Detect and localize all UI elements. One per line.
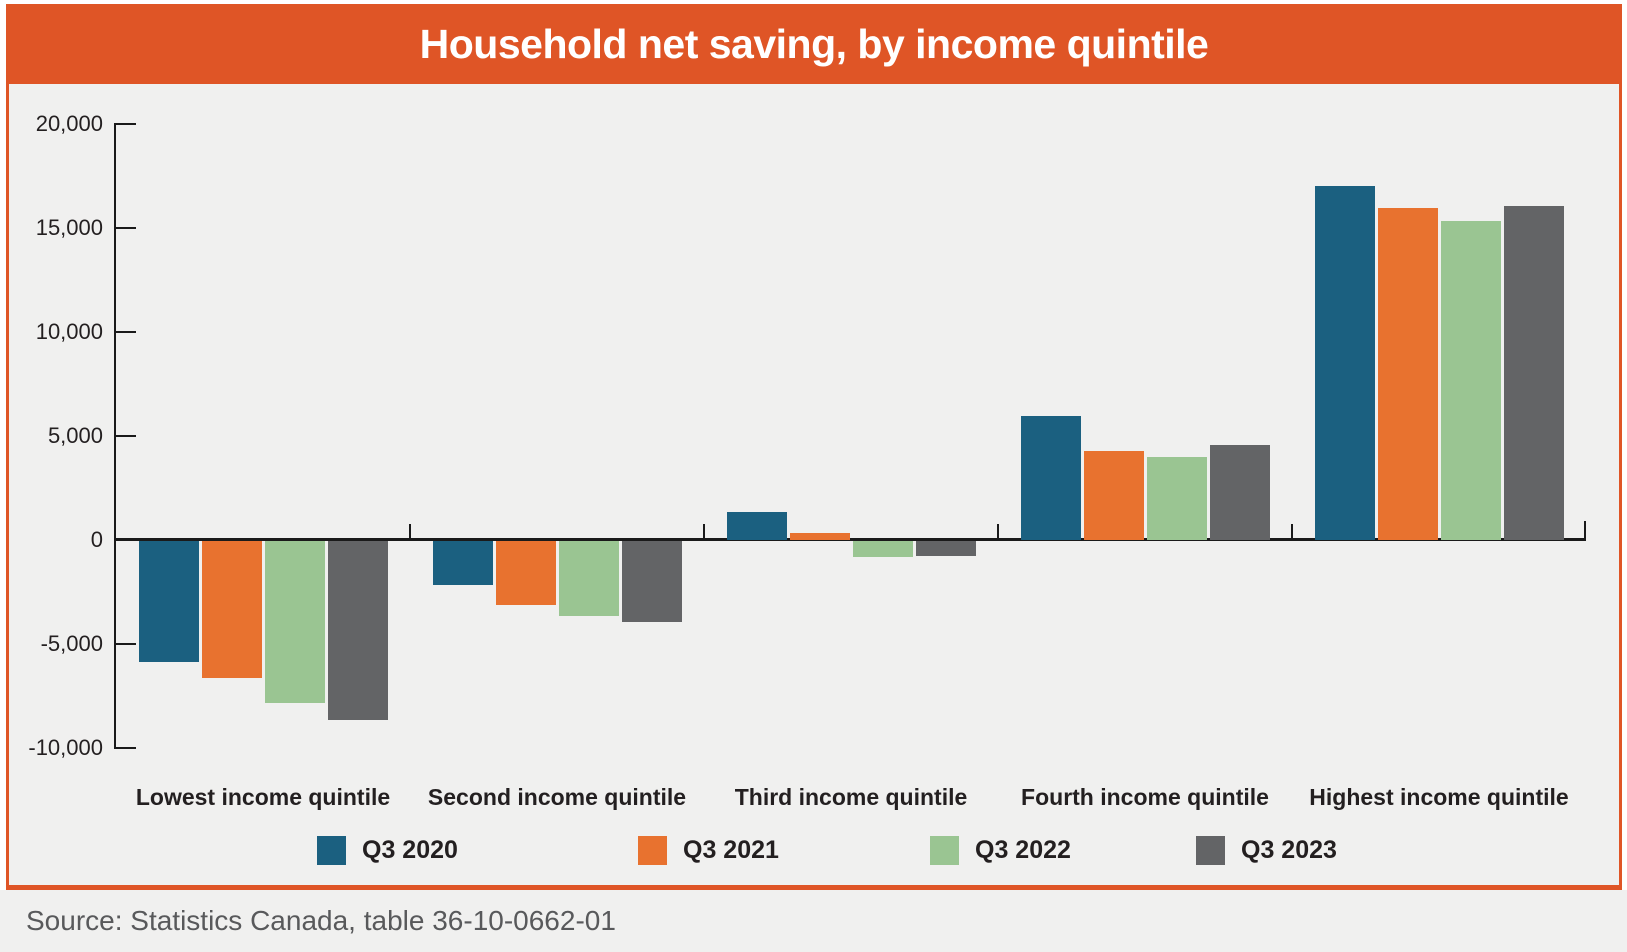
legend-label: Q3 2023 bbox=[1241, 836, 1337, 864]
legend-swatch-q3-2021 bbox=[638, 836, 667, 865]
bar-q3-2021 bbox=[1083, 450, 1144, 540]
bar-q3-2020 bbox=[726, 511, 787, 540]
bar-q3-2021 bbox=[495, 541, 556, 606]
y-axis-label: -5,000 bbox=[40, 631, 103, 656]
y-axis-tick bbox=[114, 227, 136, 229]
category-label: Third income quintile bbox=[734, 784, 968, 810]
bar-q3-2020 bbox=[1314, 186, 1375, 540]
group-divider-tick bbox=[1291, 524, 1293, 539]
category-label: Fourth income quintile bbox=[1021, 784, 1269, 810]
y-axis-label: -10,000 bbox=[28, 735, 103, 760]
bar-q3-2020 bbox=[432, 541, 493, 585]
plot-area: 20,000 15,000 10,000 5,000 0 -5,000 -10,000 Low… bbox=[28, 111, 1586, 865]
source-bar: Source: Statistics Canada, table 36-10-0… bbox=[0, 890, 1627, 952]
x-axis-baseline bbox=[114, 538, 1586, 541]
category-label: Second income quintile bbox=[427, 784, 687, 810]
y-axis-tick bbox=[114, 331, 136, 333]
y-axis-tick bbox=[114, 435, 136, 437]
legend-label: Q3 2020 bbox=[362, 836, 458, 864]
legend-swatch-q3-2022 bbox=[930, 836, 959, 865]
legend-label: Q3 2022 bbox=[975, 836, 1071, 864]
legend-swatch-q3-2023 bbox=[1196, 836, 1225, 865]
bar-q3-2023 bbox=[621, 541, 682, 623]
group-divider-tick bbox=[997, 524, 999, 539]
y-axis-label: 0 bbox=[90, 527, 103, 552]
bar-q3-2023 bbox=[915, 541, 976, 556]
y-axis-tick bbox=[114, 123, 136, 125]
group-divider-tick bbox=[703, 524, 705, 539]
bar-q3-2023 bbox=[1209, 445, 1270, 540]
y-axis-tick bbox=[114, 747, 136, 749]
source-text: Source: Statistics Canada, table 36-10-0… bbox=[26, 905, 616, 936]
bar-q3-2022 bbox=[264, 541, 325, 704]
y-axis-label: 5,000 bbox=[47, 423, 103, 448]
bar-q3-2020 bbox=[1020, 416, 1081, 540]
chart-title: Household net saving, by income quintile bbox=[419, 20, 1209, 67]
bar-q3-2023 bbox=[1503, 206, 1564, 540]
axis-end-tick bbox=[1584, 521, 1586, 539]
bar-q3-2023 bbox=[327, 541, 388, 720]
bar-q3-2021 bbox=[1377, 208, 1438, 540]
y-axis-label: 15,000 bbox=[35, 215, 103, 240]
y-axis-label: 10,000 bbox=[35, 319, 103, 344]
legend-label: Q3 2021 bbox=[683, 836, 779, 864]
bar-q3-2022 bbox=[558, 541, 619, 616]
bar-q3-2021 bbox=[201, 541, 262, 679]
bar-q3-2022 bbox=[852, 541, 913, 557]
title-banner: Household net saving, by income quintile bbox=[6, 4, 1622, 84]
category-label: Lowest income quintile bbox=[135, 784, 391, 810]
bar-q3-2020 bbox=[138, 541, 199, 662]
bar-q3-2022 bbox=[1440, 220, 1501, 540]
legend-swatch-q3-2020 bbox=[317, 836, 346, 865]
y-axis-tick bbox=[114, 643, 136, 645]
bar-q3-2021 bbox=[789, 532, 850, 540]
category-label: Highest income quintile bbox=[1309, 784, 1569, 810]
group-divider-tick bbox=[409, 524, 411, 539]
y-axis-label: 20,000 bbox=[35, 111, 103, 136]
bar-q3-2022 bbox=[1146, 456, 1207, 540]
